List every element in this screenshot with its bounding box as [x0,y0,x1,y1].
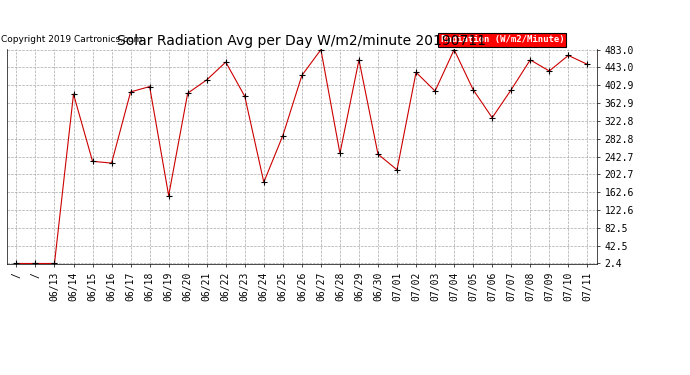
Text: Copyright 2019 Cartronics.com: Copyright 2019 Cartronics.com [1,36,142,45]
Text: Radiation (W/m2/Minute): Radiation (W/m2/Minute) [440,36,564,45]
Title: Solar Radiation Avg per Day W/m2/minute 20190711: Solar Radiation Avg per Day W/m2/minute … [117,34,486,48]
